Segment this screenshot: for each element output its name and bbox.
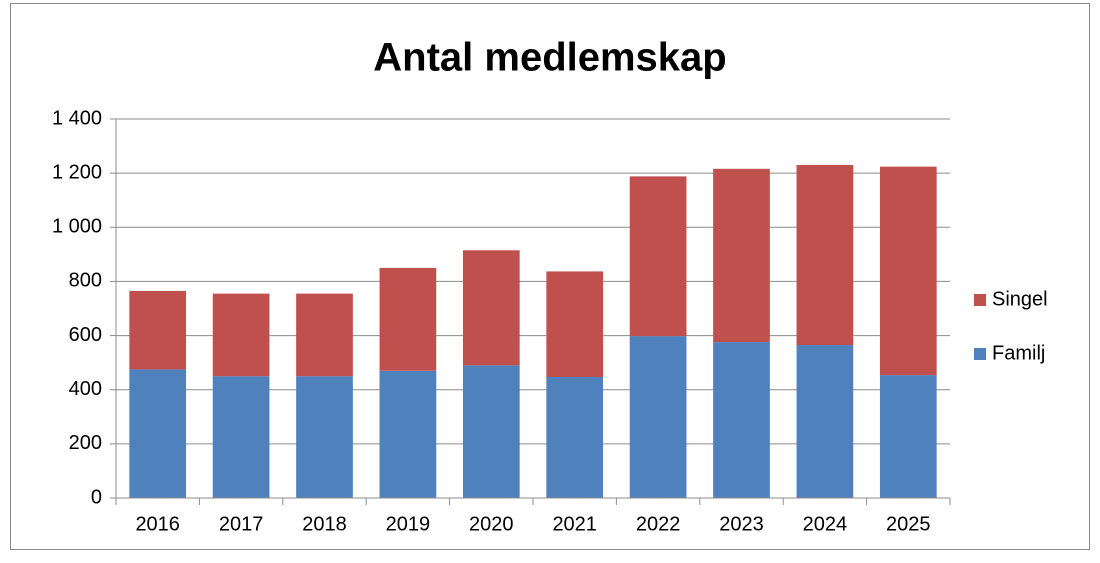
x-tick-label: 2025 [886, 513, 931, 535]
bar-segment [629, 176, 687, 337]
x-tick-label: 2020 [469, 513, 514, 535]
x-tick-label: 2016 [135, 513, 180, 535]
bar-segment [546, 271, 604, 377]
y-tick-label: 0 [91, 486, 102, 508]
bar-segment [713, 168, 770, 343]
y-tick-label: 1 000 [52, 216, 102, 238]
bar-segment [629, 336, 687, 498]
bar-segment [462, 365, 520, 498]
bar-segment [296, 376, 353, 498]
x-tick-label: 2021 [552, 513, 597, 535]
x-tick-label: 2019 [386, 513, 431, 535]
y-tick-label: 400 [69, 378, 102, 400]
bar-segment [379, 370, 437, 498]
legend-label: Familj [992, 342, 1045, 364]
x-tick-label: 2017 [219, 513, 264, 535]
y-tick-label: 1 400 [52, 107, 102, 129]
bar-segment [462, 250, 520, 366]
legend-swatch [974, 294, 986, 306]
bar-segment [379, 267, 437, 371]
bar-segment [129, 369, 187, 498]
y-tick-label: 1 200 [52, 161, 102, 183]
x-tick-label: 2018 [302, 513, 347, 535]
bar-segment [296, 293, 353, 377]
legend-swatch [974, 348, 986, 360]
bar-segment [129, 290, 187, 370]
y-tick-label: 800 [69, 270, 102, 292]
bar-segment [212, 293, 270, 377]
bar-segment [879, 166, 937, 376]
bar-segment [796, 345, 854, 498]
bar-segment [212, 376, 270, 498]
bar-segment [713, 342, 770, 498]
bar-segment [796, 165, 854, 346]
bar-segment [546, 376, 604, 498]
y-tick-label: 600 [69, 324, 102, 346]
x-tick-label: 2022 [636, 513, 681, 535]
chart-title: Antal medlemskap [373, 36, 726, 80]
x-tick-label: 2024 [803, 513, 848, 535]
legend-label: Singel [992, 288, 1048, 310]
y-tick-label: 200 [69, 432, 102, 454]
x-tick-label: 2023 [719, 513, 764, 535]
bar-segment [879, 375, 937, 498]
